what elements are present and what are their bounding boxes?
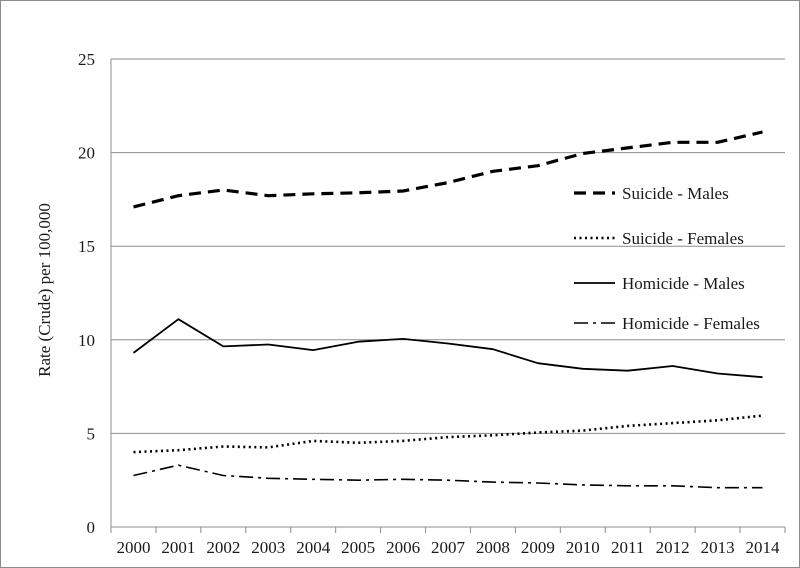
series-line-suicide-females <box>133 414 763 454</box>
x-tick-label: 2002 <box>206 538 240 557</box>
x-tick-label: 2000 <box>116 538 150 557</box>
y-tick-label: 10 <box>78 331 95 350</box>
x-tick-label: 2013 <box>701 538 735 557</box>
x-tick-label: 2003 <box>251 538 285 557</box>
y-tick-label: 15 <box>78 237 95 256</box>
series-lines <box>132 130 763 489</box>
x-tick-label: 2009 <box>521 538 555 557</box>
x-tick-label: 2001 <box>161 538 195 557</box>
y-tick-label: 25 <box>78 50 95 69</box>
series-line-homicide-females <box>133 464 763 489</box>
series-line-suicide-males <box>133 130 763 209</box>
x-tick-label: 2008 <box>476 538 510 557</box>
legend-entry-label: Suicide - Females <box>622 229 744 248</box>
y-tick-label: 20 <box>78 144 95 163</box>
series-line-homicide-males <box>132 318 763 379</box>
x-tick-labels: 2000 2001 2002 2003 2004 2005 2006 2007 2008 2009… <box>116 538 780 557</box>
x-tick-label: 2007 <box>431 538 466 557</box>
legend-entry-label: Homicide - Females <box>622 314 760 333</box>
x-tick-label: 2012 <box>656 538 690 557</box>
legend-entry-label: Suicide - Males <box>622 184 729 203</box>
y-tick-label: 5 <box>87 424 96 443</box>
y-tick-labels: 0 5 10 15 20 25 <box>78 50 95 537</box>
axes <box>110 59 786 533</box>
x-tick-label: 2011 <box>611 538 644 557</box>
legend: Suicide - Males Suicide - Females Homicide… <box>574 184 760 333</box>
x-tick-label: 2004 <box>296 538 331 557</box>
gridlines <box>111 58 785 434</box>
x-tick-label: 2010 <box>566 538 600 557</box>
y-tick-label: 0 <box>87 518 96 537</box>
x-tick-label: 2005 <box>341 538 375 557</box>
x-tick-label: 2014 <box>746 538 781 557</box>
legend-entry-label: Homicide - Males <box>622 274 745 293</box>
x-tick-label: 2006 <box>386 538 420 557</box>
y-axis-label: Rate (Crude) per 100,000 <box>35 203 54 377</box>
